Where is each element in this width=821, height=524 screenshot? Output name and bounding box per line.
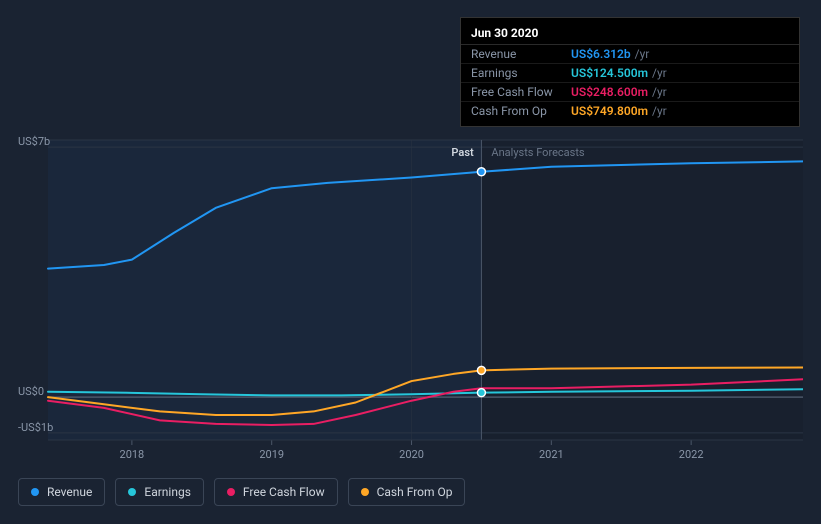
marker-dot-earnings xyxy=(477,389,485,397)
tooltip-metric-value: US$248.600m xyxy=(571,85,648,99)
y-axis-label: US$0 xyxy=(18,385,44,398)
legend-label: Revenue xyxy=(47,485,92,499)
legend-dot-icon xyxy=(128,488,136,496)
legend-item-revenue[interactable]: Revenue xyxy=(18,478,105,506)
tooltip-row: EarningsUS$124.500m/yr xyxy=(461,64,799,83)
legend-dot-icon xyxy=(31,488,39,496)
legend-dot-icon xyxy=(361,488,369,496)
y-axis-label: US$7b xyxy=(18,135,50,148)
x-axis-label: 2018 xyxy=(120,448,145,461)
legend-label: Earnings xyxy=(144,485,191,499)
tooltip-row: Cash From OpUS$749.800m/yr xyxy=(461,102,799,120)
tooltip-unit: /yr xyxy=(635,47,650,61)
legend-item-earnings[interactable]: Earnings xyxy=(115,478,204,506)
tooltip-row: RevenueUS$6.312b/yr xyxy=(461,45,799,64)
x-axis-label: 2021 xyxy=(539,448,564,461)
legend-dot-icon xyxy=(227,488,235,496)
marker-dot-cfo xyxy=(477,366,485,374)
legend-item-cash-from-op[interactable]: Cash From Op xyxy=(348,478,466,506)
tooltip-metric-label: Cash From Op xyxy=(471,104,571,118)
legend-label: Cash From Op xyxy=(377,485,453,499)
past-section-label: Past xyxy=(451,146,473,159)
legend-item-free-cash-flow[interactable]: Free Cash Flow xyxy=(214,478,338,506)
x-axis-label: 2020 xyxy=(399,448,424,461)
tooltip-unit: /yr xyxy=(652,66,667,80)
tooltip-unit: /yr xyxy=(652,104,667,118)
marker-dot-revenue xyxy=(477,168,485,176)
x-axis-label: 2022 xyxy=(679,448,704,461)
y-axis-label: -US$1b xyxy=(18,421,53,434)
tooltip-metric-value: US$749.800m xyxy=(571,104,648,118)
forecast-section-label: Analysts Forecasts xyxy=(491,146,584,159)
tooltip-metric-label: Free Cash Flow xyxy=(471,85,571,99)
data-tooltip: Jun 30 2020 RevenueUS$6.312b/yrEarningsU… xyxy=(460,17,800,127)
tooltip-date: Jun 30 2020 xyxy=(461,24,799,45)
tooltip-metric-value: US$6.312b xyxy=(571,47,631,61)
legend-label: Free Cash Flow xyxy=(243,485,325,499)
tooltip-unit: /yr xyxy=(652,85,667,99)
chart-legend: Revenue Earnings Free Cash Flow Cash From O… xyxy=(18,478,465,506)
tooltip-row: Free Cash FlowUS$248.600m/yr xyxy=(461,83,799,102)
tooltip-metric-label: Revenue xyxy=(471,47,571,61)
x-axis-label: 2019 xyxy=(259,448,284,461)
tooltip-metric-label: Earnings xyxy=(471,66,571,80)
tooltip-metric-value: US$124.500m xyxy=(571,66,648,80)
